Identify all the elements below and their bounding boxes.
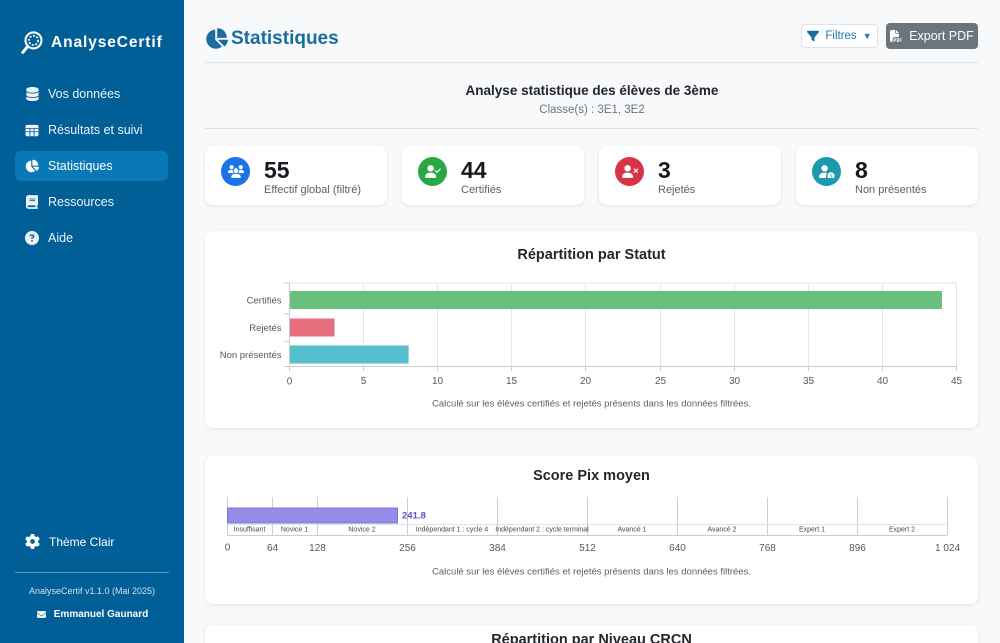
svg-text:5: 5 bbox=[361, 376, 367, 387]
svg-text:Calculé sur les élèves certifi: Calculé sur les élèves certifiés et reje… bbox=[432, 566, 751, 577]
svg-text:Novice 1: Novice 1 bbox=[281, 526, 308, 533]
svg-text:Calculé sur les élèves certifi: Calculé sur les élèves certifiés et reje… bbox=[432, 398, 751, 409]
svg-text:Non présentés: Non présentés bbox=[220, 350, 282, 361]
svg-text:241.8: 241.8 bbox=[402, 511, 426, 522]
svg-text:384: 384 bbox=[489, 543, 506, 554]
svg-text:10: 10 bbox=[432, 376, 444, 387]
svg-text:640: 640 bbox=[669, 543, 686, 554]
svg-text:Indépendant 2 : cycle terminal: Indépendant 2 : cycle terminal bbox=[495, 526, 589, 533]
svg-text:Insuffisant: Insuffisant bbox=[234, 526, 266, 533]
svg-text:1 024: 1 024 bbox=[935, 543, 960, 554]
svg-text:128: 128 bbox=[309, 543, 326, 554]
svg-text:0: 0 bbox=[225, 543, 231, 554]
svg-text:40: 40 bbox=[877, 376, 889, 387]
svg-text:512: 512 bbox=[579, 543, 596, 554]
svg-text:896: 896 bbox=[849, 543, 866, 554]
svg-text:30: 30 bbox=[729, 376, 741, 387]
svg-text:Avancé 2: Avancé 2 bbox=[707, 526, 736, 533]
svg-text:35: 35 bbox=[803, 376, 815, 387]
svg-text:25: 25 bbox=[655, 376, 667, 387]
svg-text:Indépendant 1 : cycle 4: Indépendant 1 : cycle 4 bbox=[416, 526, 488, 533]
svg-text:20: 20 bbox=[580, 376, 592, 387]
svg-text:Novice 2: Novice 2 bbox=[348, 526, 375, 533]
svg-text:Expert 2: Expert 2 bbox=[889, 526, 915, 533]
svg-text:768: 768 bbox=[759, 543, 776, 554]
svg-text:64: 64 bbox=[267, 543, 279, 554]
svg-text:Certifiés: Certifiés bbox=[247, 295, 282, 306]
svg-text:15: 15 bbox=[506, 376, 518, 387]
svg-text:0: 0 bbox=[287, 376, 293, 387]
svg-text:Avancé 1: Avancé 1 bbox=[617, 526, 646, 533]
svg-text:45: 45 bbox=[951, 376, 963, 387]
svg-text:Rejetés: Rejetés bbox=[249, 323, 281, 334]
svg-text:Expert 1: Expert 1 bbox=[799, 526, 825, 533]
svg-text:256: 256 bbox=[399, 543, 416, 554]
